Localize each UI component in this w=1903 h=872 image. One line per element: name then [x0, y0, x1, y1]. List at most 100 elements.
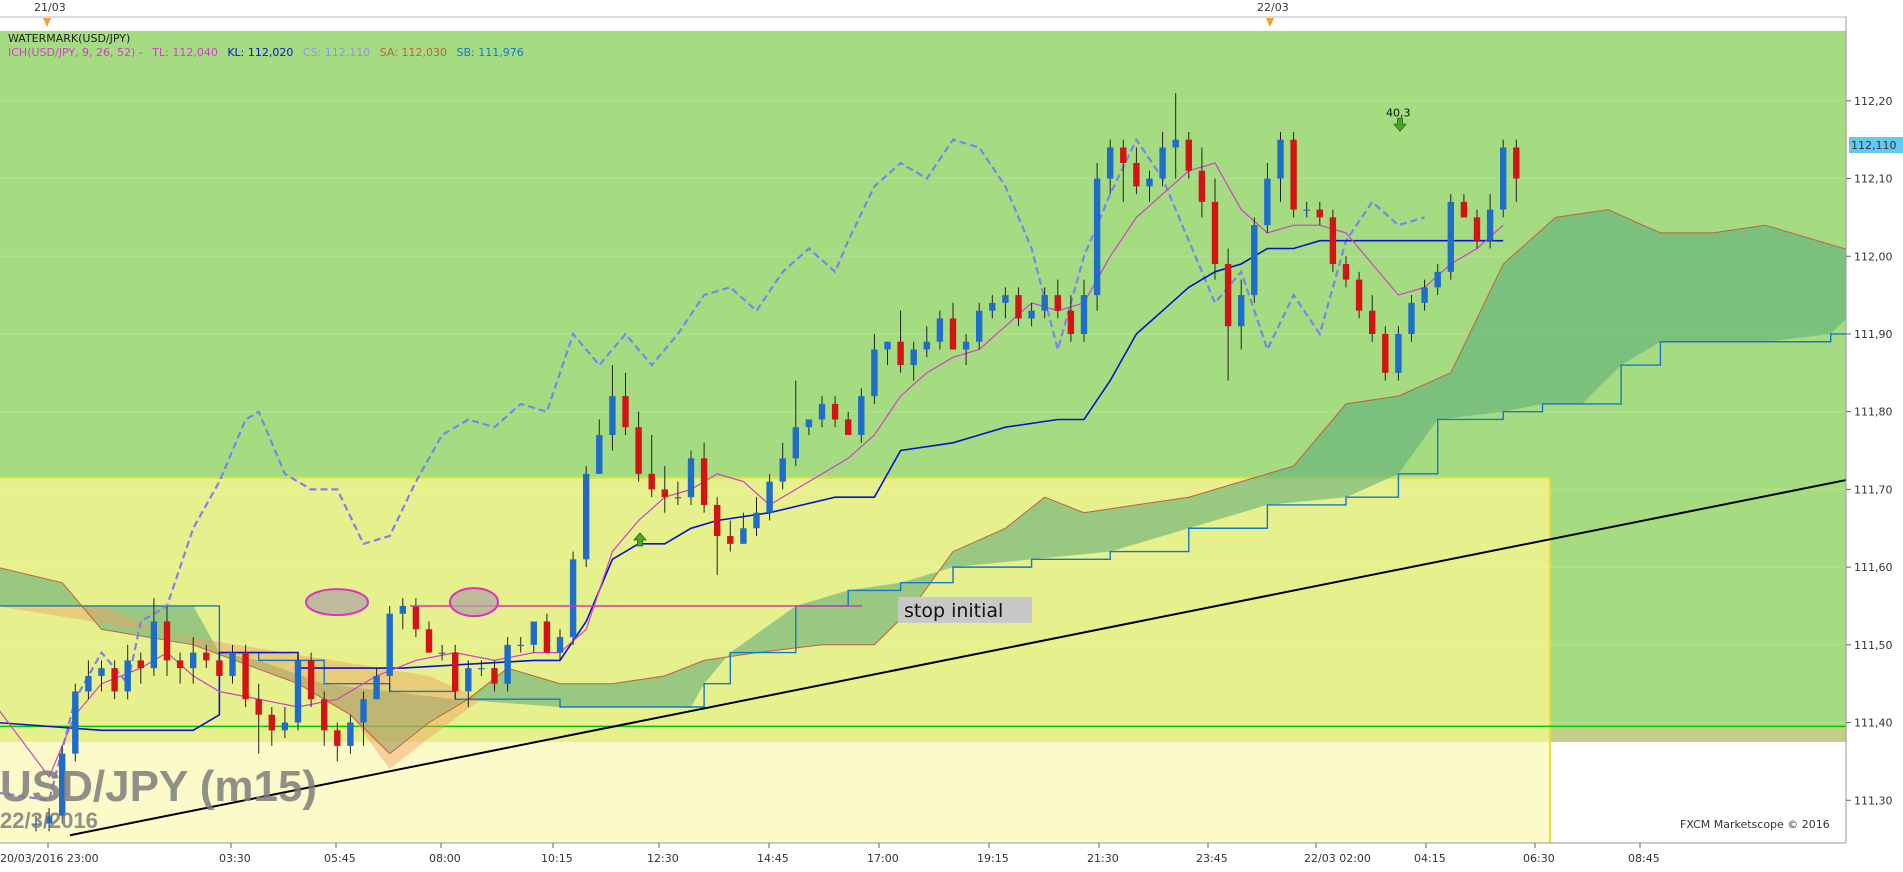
symbol-watermark: USD/JPY (m15) — [0, 762, 317, 811]
candle-body — [766, 481, 773, 513]
candle-body — [1473, 217, 1481, 241]
candle-body — [700, 458, 708, 505]
x-tick-label: 19:15 — [977, 852, 1009, 865]
candle-body — [989, 302, 996, 311]
candle-body — [1185, 139, 1192, 171]
candle-body — [399, 605, 406, 614]
candle-body — [530, 621, 537, 645]
candle-body — [373, 675, 380, 700]
y-tick-label: 111,40 — [1854, 717, 1893, 730]
x-tick-label: 23:45 — [1196, 852, 1228, 865]
candle-body — [871, 349, 878, 397]
chikou-line — [0, 137, 1425, 802]
x-tick-label: 10:15 — [541, 852, 573, 865]
candle-body — [334, 730, 341, 746]
candle-body — [1107, 147, 1114, 179]
candle-body — [714, 504, 721, 537]
candle-body — [176, 660, 184, 669]
credit-label: FXCM Marketscope © 2016 — [1680, 818, 1830, 831]
x-tick-label: 06:30 — [1523, 852, 1555, 865]
ichimoku-cloud — [0, 209, 1903, 754]
candle-body — [1251, 225, 1258, 296]
candle-body — [753, 512, 760, 529]
candle-body — [1264, 178, 1271, 226]
x-tick-label: 22/03 02:00 — [1304, 852, 1371, 865]
candle-body — [1316, 209, 1323, 218]
x-tick-label: 08:00 — [429, 852, 461, 865]
candle-body — [635, 427, 642, 474]
candle-body — [465, 668, 472, 692]
zone-yellow — [0, 477, 1550, 742]
svg-text:112,110: 112,110 — [1851, 139, 1897, 152]
date-marker-icon — [1266, 18, 1274, 27]
candle-body — [1146, 178, 1153, 187]
pips-label: 40,3 — [1386, 106, 1411, 119]
y-tick-label: 111,30 — [1854, 794, 1893, 807]
watermark-header: WATERMARK(USD/JPY) — [8, 32, 130, 45]
candle-body — [1198, 170, 1206, 202]
x-tick-label: 12:30 — [647, 852, 679, 865]
candle-body — [1067, 310, 1075, 334]
candle-body — [1513, 147, 1520, 179]
candle-body — [1486, 209, 1494, 241]
candle-body — [268, 714, 275, 731]
candle-body — [1054, 295, 1061, 311]
candle-body — [321, 699, 328, 731]
candle-body — [543, 621, 551, 653]
candle-body — [1080, 295, 1088, 334]
candle-body — [897, 341, 904, 366]
candle-body — [72, 691, 79, 754]
candle-body — [412, 605, 420, 630]
candle-body — [740, 528, 747, 544]
candle-body — [1277, 139, 1284, 179]
candle-body — [229, 652, 236, 676]
y-tick-label: 112,10 — [1854, 173, 1893, 186]
candle-body — [438, 652, 446, 654]
time-axis-panel — [0, 843, 1846, 868]
candle-body — [884, 341, 891, 350]
candle-body — [845, 419, 852, 435]
senkou-a-line — [0, 209, 1903, 755]
price-axis-panel — [1846, 17, 1903, 868]
x-tick-label: 08:45 — [1628, 852, 1660, 865]
tenkan-line — [0, 162, 1504, 779]
candle-body — [779, 458, 786, 482]
zone-pale — [0, 741, 1550, 843]
candle-body — [962, 341, 970, 350]
candle-body — [1224, 264, 1232, 327]
candle-body — [1382, 333, 1389, 373]
candle-body — [1408, 302, 1415, 334]
candle-body — [805, 419, 813, 428]
candle-body — [1015, 295, 1022, 319]
y-tick-label: 111,70 — [1854, 483, 1893, 496]
up-arrow-icon — [633, 532, 647, 547]
bearish-cloud — [0, 605, 482, 770]
candle-body — [1002, 295, 1009, 303]
y-tick-label: 112,20 — [1854, 95, 1893, 108]
candle-body — [831, 403, 839, 420]
candle-body — [137, 660, 144, 669]
candle-body — [1238, 295, 1245, 327]
time-axis: 20/03/2016 23:00 03:30 05:45 08:00 10:15 12:3… — [0, 843, 1660, 865]
candle-body — [504, 644, 511, 684]
candle-body — [1041, 295, 1048, 311]
candle-body — [1342, 264, 1350, 280]
current-price-tag: 112,110 — [1849, 137, 1903, 153]
candle-body — [98, 668, 105, 676]
candle-body — [949, 318, 957, 350]
candle-body — [1369, 310, 1376, 334]
candle-body — [1093, 178, 1101, 296]
candle-body — [1421, 287, 1428, 303]
candle-body — [648, 473, 655, 490]
price-axis: 111,30 111,40 111,50 111,60 111,70 111,80 111,… — [1846, 95, 1893, 807]
candle-body — [163, 621, 171, 661]
ichimoku-header: ICH(USD/JPY, 9, 26, 52) - TL: 112,040 KL… — [8, 46, 524, 59]
highlight-ellipse — [305, 588, 369, 617]
candle-body — [294, 660, 302, 723]
candle-body — [491, 668, 498, 684]
candle-body — [923, 341, 930, 350]
candle-body — [452, 652, 459, 692]
candle-body — [1290, 139, 1297, 210]
candle-body — [976, 310, 983, 342]
